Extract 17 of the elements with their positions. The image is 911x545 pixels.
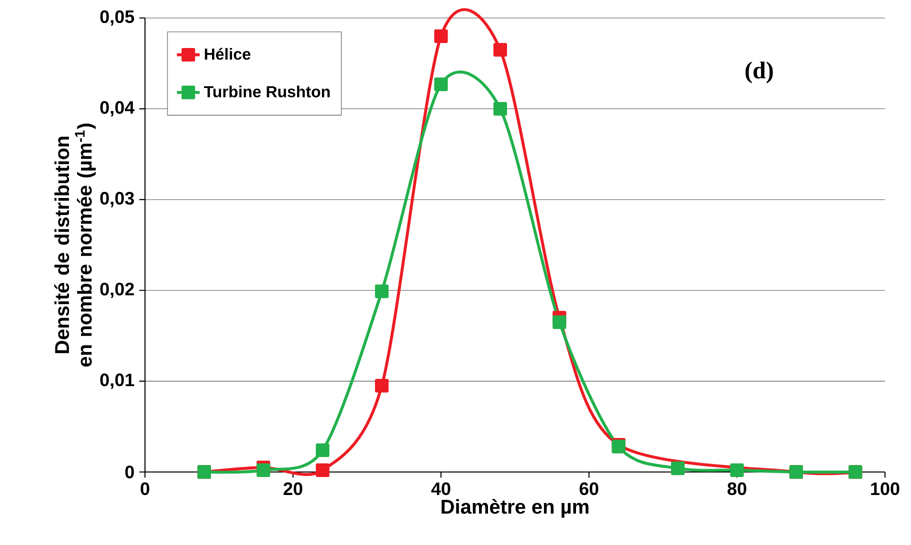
- y-tick-label: 0,01: [100, 374, 134, 389]
- legend-label: Turbine Rushton: [204, 86, 330, 98]
- x-tick-label: 60: [580, 482, 598, 496]
- x-tick-label: 0: [140, 482, 150, 496]
- y-tick-label: 0,04: [100, 101, 135, 116]
- x-axis-title: Diamètre en µm: [442, 498, 588, 518]
- y-tick-label: 0,02: [100, 282, 134, 298]
- y-tick-label: 0,05: [100, 10, 134, 26]
- x-tick-label: 40: [431, 482, 450, 496]
- y-axis-title: Densité de distribution en nombre normée (µm$^{-1}$): [54, 124, 96, 367]
- x-tick-label: 80: [728, 482, 746, 496]
- y-tick-label: 0: [125, 466, 134, 478]
- annotation: (d): [746, 62, 773, 84]
- x-tick-label: 20: [284, 482, 302, 496]
- y-tick-label: 0,03: [100, 192, 134, 208]
- x-tick-label: 100: [871, 482, 900, 496]
- legend-label: Hélice: [204, 48, 250, 60]
